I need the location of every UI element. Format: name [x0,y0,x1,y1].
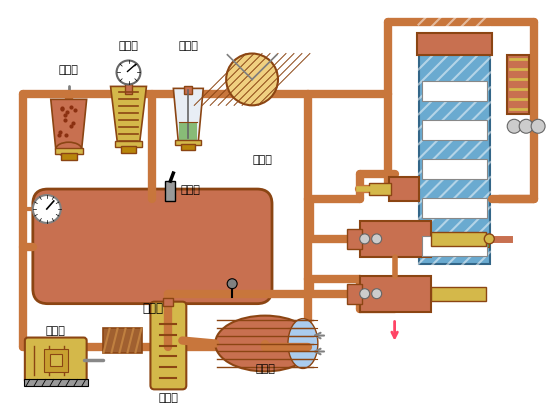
Bar [24,380,88,387]
Bar [60,154,77,161]
Text: 减压阀: 减压阀 [119,40,138,50]
Bar [165,182,175,202]
Bar [347,284,362,304]
FancyBboxPatch shape [150,302,186,389]
Circle shape [485,234,495,244]
Circle shape [360,234,370,244]
Text: 空压机: 空压机 [158,392,178,402]
Text: 过滤器: 过滤器 [59,65,79,75]
Circle shape [226,54,278,106]
FancyBboxPatch shape [33,190,272,304]
Text: 截止阀: 截止阀 [252,155,272,165]
Ellipse shape [215,316,315,371]
Bar [124,85,133,95]
Bar [55,149,83,155]
Circle shape [33,196,60,223]
Bar [120,147,137,154]
Bar [431,232,486,246]
Ellipse shape [288,319,318,369]
Bar [50,355,62,366]
Text: 安全阀: 安全阀 [180,184,200,195]
Bar [421,160,487,180]
Bar [175,141,201,146]
Circle shape [117,61,140,85]
Bar [431,287,486,301]
Circle shape [372,289,382,299]
Bar [421,82,487,102]
Polygon shape [51,100,87,150]
Circle shape [519,120,533,134]
Bar [360,221,431,257]
Bar [360,276,431,312]
Circle shape [531,120,545,134]
Text: 储气罐: 储气罐 [142,301,163,314]
Circle shape [360,289,370,299]
Bar [421,198,487,218]
Polygon shape [179,123,197,143]
Circle shape [372,234,382,244]
Bar [507,55,529,115]
Bar [418,55,490,264]
Bar [184,87,192,95]
Bar [347,229,362,249]
Ellipse shape [56,143,82,157]
Bar [431,235,490,247]
Bar [421,236,487,256]
Polygon shape [173,89,203,143]
Polygon shape [110,87,147,145]
Bar [163,298,173,306]
Circle shape [227,279,237,289]
Bar [421,121,487,141]
Bar [44,348,68,373]
Circle shape [507,120,521,134]
Bar [103,328,143,354]
Bar [369,184,391,196]
FancyBboxPatch shape [25,338,87,384]
Text: 冷干机: 冷干机 [255,364,275,373]
Bar [181,145,195,151]
Text: 油雾器: 油雾器 [178,40,198,50]
Bar [114,142,143,148]
Text: 电动机: 电动机 [46,325,65,335]
Bar [416,34,492,55]
Bar [388,178,418,202]
